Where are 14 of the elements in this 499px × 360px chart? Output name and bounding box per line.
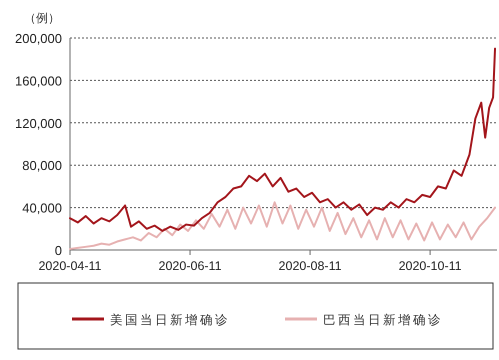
x-tick-label: 2020-08-11 bbox=[278, 259, 342, 273]
y-tick-label: 160,000 bbox=[15, 73, 62, 88]
y-tick-label: 200,000 bbox=[15, 31, 62, 46]
y-axis-title: （例） bbox=[24, 11, 60, 25]
x-tick-label: 2020-06-11 bbox=[158, 259, 222, 273]
x-tick-label: 2020-04-11 bbox=[38, 259, 102, 273]
line-series bbox=[69, 48, 496, 232]
legend-label: 美国当日新增确诊 bbox=[110, 312, 230, 327]
y-tick-label: 40,000 bbox=[22, 200, 62, 216]
x-tick-label: 2020-10-11 bbox=[398, 259, 462, 273]
legend-label: 巴西当日新增确诊 bbox=[323, 312, 443, 327]
y-tick-label: 0 bbox=[54, 243, 62, 258]
y-tick-label: 80,000 bbox=[22, 158, 62, 174]
y-tick-label: 120,000 bbox=[15, 116, 62, 131]
